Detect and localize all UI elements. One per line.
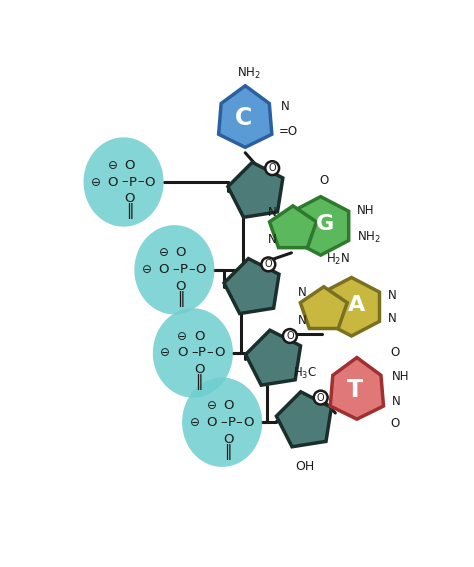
Text: O: O [175, 280, 186, 293]
Text: –: – [191, 346, 198, 359]
Text: O: O [175, 246, 186, 259]
Circle shape [314, 391, 328, 404]
Text: N: N [388, 289, 396, 302]
Text: ‖: ‖ [126, 203, 133, 219]
Circle shape [265, 161, 279, 175]
Text: N: N [268, 233, 277, 246]
Text: ‖: ‖ [225, 443, 232, 459]
Text: O: O [391, 417, 400, 430]
Text: ⊖: ⊖ [142, 263, 152, 276]
Text: N: N [298, 286, 306, 299]
Text: P: P [198, 346, 206, 359]
Text: NH$_2$: NH$_2$ [237, 66, 261, 81]
Text: N: N [281, 100, 290, 113]
Text: –: – [173, 263, 179, 276]
Text: O: O [223, 399, 234, 412]
Text: A: A [347, 295, 365, 315]
Text: O: O [264, 259, 272, 269]
Ellipse shape [153, 308, 233, 397]
Text: –: – [188, 263, 195, 276]
Text: NH$_2$: NH$_2$ [357, 230, 381, 245]
Text: O: O [206, 416, 217, 429]
Polygon shape [276, 392, 331, 447]
Polygon shape [228, 162, 283, 217]
Text: O: O [194, 329, 204, 342]
Text: P: P [129, 176, 137, 188]
Text: O: O [125, 192, 135, 205]
Text: C: C [235, 106, 252, 130]
Text: O: O [268, 163, 276, 173]
Text: –: – [220, 416, 227, 429]
Text: –: – [236, 416, 242, 429]
Text: O: O [195, 263, 206, 276]
Text: G: G [316, 214, 335, 234]
Text: P: P [180, 263, 188, 276]
Text: H$_3$C: H$_3$C [293, 365, 317, 380]
Text: N: N [392, 395, 401, 408]
Text: O: O [125, 159, 135, 172]
Text: ⊖: ⊖ [108, 159, 118, 172]
Polygon shape [330, 358, 383, 419]
Text: P: P [228, 416, 236, 429]
Polygon shape [301, 287, 347, 328]
Text: O: O [108, 176, 118, 188]
Text: ⊖: ⊖ [159, 246, 169, 259]
Text: =O: =O [279, 125, 298, 138]
Text: O: O [158, 263, 169, 276]
Text: ⊖: ⊖ [91, 176, 101, 188]
Text: O: O [317, 392, 325, 403]
Text: O: O [286, 331, 294, 341]
Text: H$_2$N: H$_2$N [326, 252, 350, 266]
Polygon shape [323, 277, 380, 336]
Text: O: O [145, 176, 155, 188]
Text: O: O [391, 346, 400, 359]
Text: OH: OH [296, 460, 315, 473]
Text: O: O [243, 416, 254, 429]
Text: ‖: ‖ [195, 374, 203, 390]
Polygon shape [292, 197, 349, 255]
Text: N: N [388, 312, 396, 325]
Polygon shape [270, 206, 317, 248]
Text: NH: NH [392, 370, 410, 383]
Text: ⊖: ⊖ [190, 416, 200, 429]
Polygon shape [224, 259, 279, 314]
Text: ⊖: ⊖ [177, 329, 187, 342]
Text: O: O [194, 363, 204, 376]
Circle shape [261, 257, 275, 272]
Text: N: N [268, 205, 277, 218]
Text: O: O [214, 346, 224, 359]
Text: –: – [137, 176, 144, 188]
Polygon shape [219, 86, 272, 147]
Text: –: – [207, 346, 213, 359]
Text: ‖: ‖ [177, 291, 184, 307]
Text: ⊖: ⊖ [160, 346, 170, 359]
Ellipse shape [134, 225, 214, 315]
Circle shape [283, 329, 297, 343]
Text: O: O [223, 433, 234, 446]
Text: ⊖: ⊖ [206, 399, 216, 412]
Polygon shape [246, 330, 301, 385]
Text: O: O [177, 346, 187, 359]
Text: N: N [298, 314, 306, 327]
Ellipse shape [83, 137, 164, 227]
Ellipse shape [182, 378, 262, 467]
Text: O: O [319, 175, 328, 187]
Text: –: – [122, 176, 128, 188]
Text: T: T [347, 378, 364, 402]
Text: NH: NH [357, 204, 374, 217]
